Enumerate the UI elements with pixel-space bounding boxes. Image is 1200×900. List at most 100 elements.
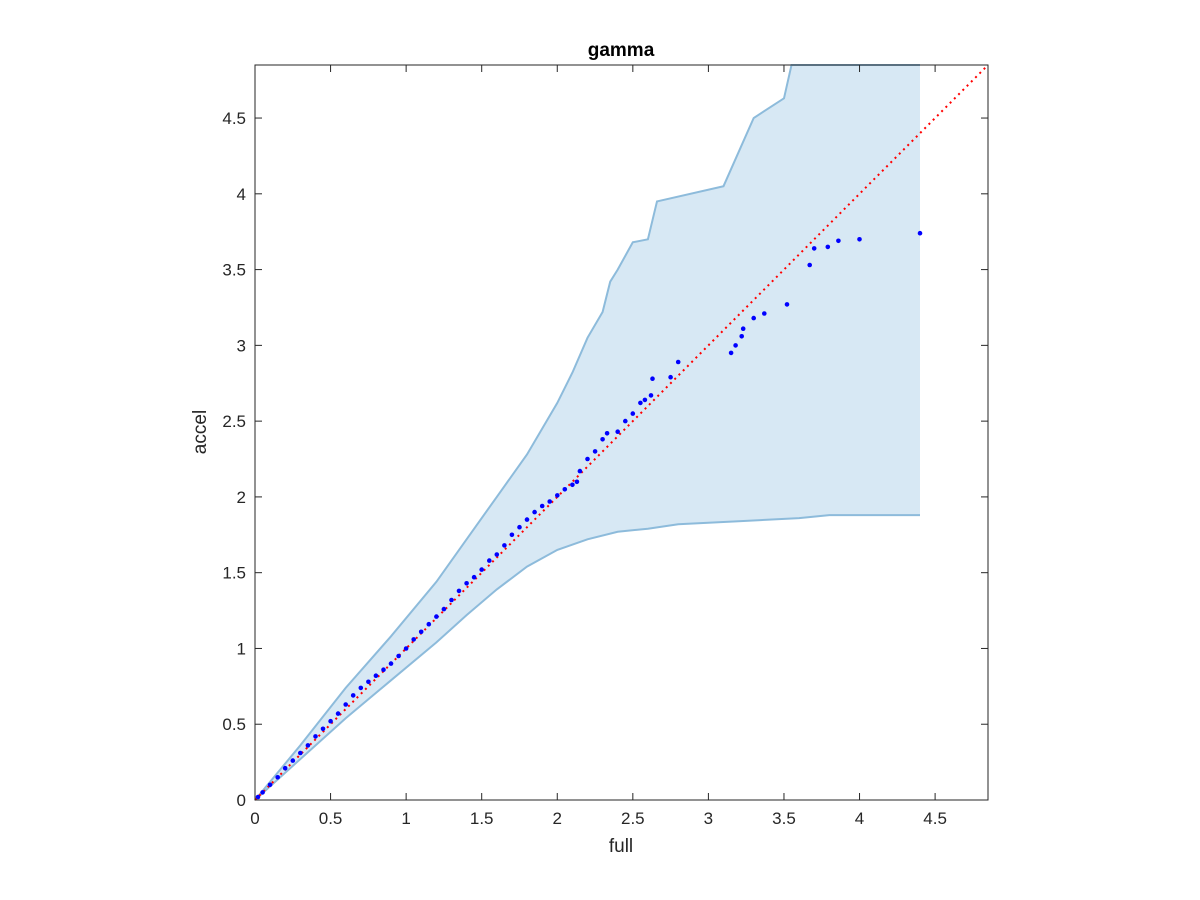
data-point (358, 685, 364, 691)
data-point (350, 693, 356, 698)
data-point (403, 646, 409, 651)
data-point (449, 597, 454, 603)
axes-frame (254, 64, 989, 801)
y-tick-label: 2 (237, 488, 246, 507)
data-point (562, 487, 568, 492)
data-point (728, 350, 734, 356)
data-point (784, 302, 790, 307)
y-tick-label: 1 (237, 639, 246, 658)
data-point (305, 743, 311, 748)
y-tick-label: 3.5 (222, 261, 246, 280)
band-upper-edge (254, 64, 920, 801)
data-point (373, 673, 379, 678)
data-point (494, 552, 500, 557)
data-point (811, 246, 817, 251)
data-point (592, 449, 598, 454)
data-point (298, 750, 303, 756)
x-tick-label: 4 (855, 809, 864, 828)
data-point (740, 326, 746, 332)
data-point (668, 374, 673, 380)
data-point (524, 517, 530, 522)
data-point (570, 482, 575, 488)
data-point (479, 567, 485, 572)
data-point (464, 581, 469, 586)
data-point (630, 411, 636, 416)
data-point (418, 629, 424, 635)
data-point (411, 637, 417, 642)
data-point (917, 230, 923, 236)
data-point (751, 315, 756, 321)
x-tick-label: 3.5 (772, 809, 796, 828)
data-point (547, 499, 552, 504)
reference-line (254, 64, 989, 801)
data-point (604, 431, 610, 436)
x-tick-label: 2.5 (621, 809, 645, 828)
x-tick-label: 4.5 (923, 809, 947, 828)
data-point (623, 418, 628, 424)
data-point (434, 614, 439, 619)
y-tick-label: 0 (237, 791, 246, 810)
data-point (648, 393, 654, 398)
data-point (675, 359, 681, 365)
data-point (539, 503, 545, 509)
y-tick-label: 2.5 (222, 412, 246, 431)
data-point (509, 532, 515, 538)
data-point (517, 524, 522, 530)
data-point (290, 758, 296, 763)
data-point (275, 775, 281, 780)
y-tick-label: 4.5 (222, 109, 246, 128)
x-tick-label: 0.5 (319, 809, 343, 828)
data-point (255, 794, 261, 800)
data-point (282, 765, 288, 771)
data-point (650, 376, 655, 382)
data-point (502, 543, 507, 548)
data-point (335, 711, 341, 716)
data-point (426, 621, 432, 627)
data-point (577, 468, 583, 474)
x-tick-label: 1.5 (470, 809, 494, 828)
data-point (456, 588, 462, 594)
data-point (857, 237, 862, 242)
data-point (836, 238, 841, 244)
data-point (642, 397, 648, 403)
data-point (381, 667, 386, 672)
data-point (825, 244, 831, 250)
data-point (600, 437, 605, 442)
data-point (328, 718, 333, 724)
x-axis-label: full (609, 836, 633, 857)
data-point (739, 334, 744, 339)
x-tick-label: 3 (704, 809, 713, 828)
data-point (615, 429, 620, 435)
data-point (313, 734, 318, 739)
y-tick-label: 0.5 (222, 715, 246, 734)
data-point (388, 661, 394, 666)
confidence-band (255, 65, 920, 800)
data-point (396, 653, 401, 659)
data-point (532, 509, 537, 515)
data-point (441, 606, 447, 612)
data-point (585, 456, 590, 462)
y-tick-label: 3 (237, 336, 246, 355)
data-point (267, 782, 273, 788)
band-lower-edge (254, 514, 920, 801)
data-point (638, 400, 643, 406)
chart-title: gamma (588, 40, 655, 61)
x-tick-label: 1 (401, 809, 410, 828)
data-point (555, 493, 560, 498)
y-axis-label: accel (190, 410, 211, 454)
data-point (574, 479, 580, 485)
x-tick-label: 0 (250, 809, 259, 828)
data-point (471, 574, 477, 580)
data-point (343, 702, 349, 707)
data-point (762, 311, 767, 316)
data-point (320, 726, 326, 732)
data-point (487, 558, 492, 563)
data-point (733, 343, 738, 348)
x-tick-label: 2 (553, 809, 562, 828)
data-point (260, 790, 265, 795)
data-point (366, 679, 371, 685)
y-tick-label: 4 (237, 185, 246, 204)
data-point (807, 262, 812, 268)
y-tick-label: 1.5 (222, 564, 246, 583)
